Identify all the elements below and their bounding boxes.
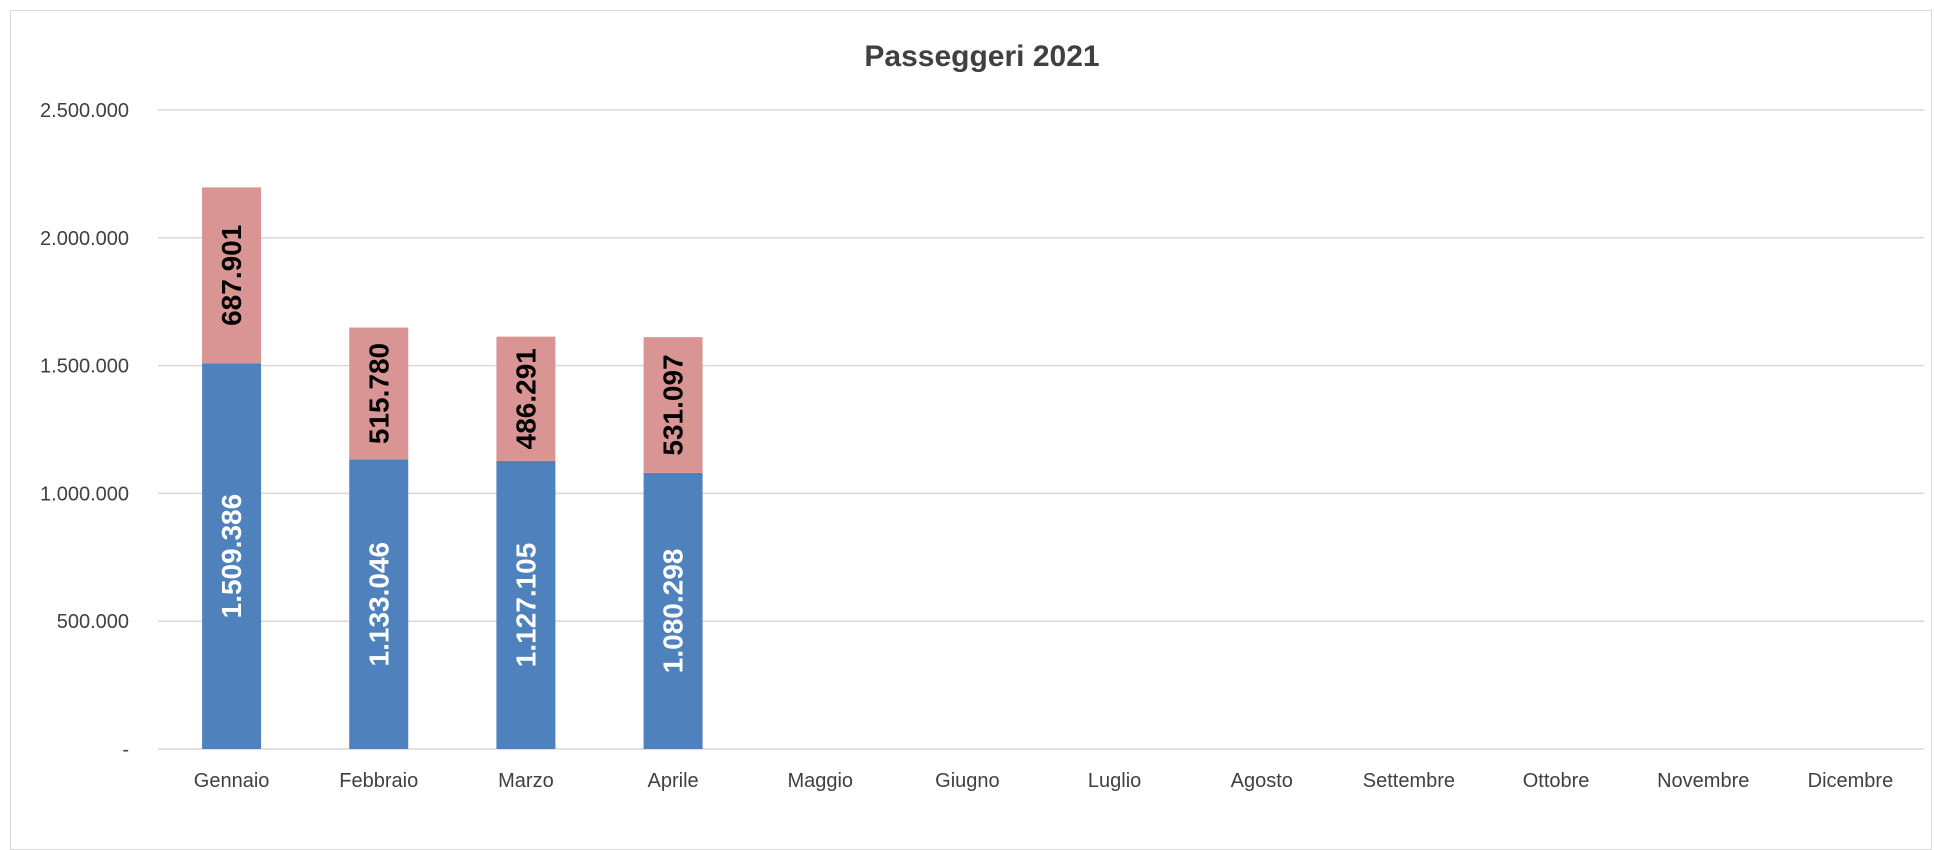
x-tick-label: Aprile [648, 770, 699, 792]
bar-segment [202, 363, 262, 749]
data-label: 486.291 [510, 348, 541, 449]
y-tick-label: - [122, 739, 129, 761]
x-tick-label: Novembre [1657, 770, 1749, 792]
chart-frame [10, 10, 1932, 850]
data-label: 1.509.386 [216, 494, 247, 619]
bar-segment [349, 459, 409, 749]
y-tick-label: 1.000.000 [40, 483, 129, 505]
x-tick-label: Ottobre [1523, 770, 1590, 792]
data-label: 1.080.298 [658, 549, 689, 674]
gridlines [158, 109, 1924, 750]
bar-segment [202, 187, 262, 364]
data-labels: 1.509.386 687.901 1.133.046 515.780 1.127.10… [216, 225, 689, 674]
y-tick-label: 2.000.000 [40, 228, 129, 250]
y-tick-label: 2.500.000 [40, 100, 129, 122]
data-label: 531.097 [658, 354, 689, 455]
data-label: 1.133.046 [363, 542, 394, 667]
x-tick-label: Luglio [1088, 770, 1141, 792]
y-tick-label: 500.000 [57, 611, 129, 633]
bars [202, 187, 703, 749]
bar-segment [349, 327, 409, 460]
x-tick-label: Febbraio [339, 770, 418, 792]
x-tick-label: Maggio [787, 770, 853, 792]
x-tick-label: Settembre [1363, 770, 1455, 792]
x-tick-label: Dicembre [1808, 770, 1894, 792]
x-tick-label: Giugno [935, 770, 1000, 792]
bar-segment [643, 472, 703, 749]
y-tick-label: 1.500.000 [40, 356, 129, 378]
bar-segment [643, 337, 703, 473]
x-tick-label: Gennaio [194, 770, 270, 792]
x-tick-label: Marzo [498, 770, 554, 792]
x-axis-tick-labels: Gennaio Febbraio Marzo Aprile Maggio Giugno Lu… [194, 770, 1893, 792]
bar-segment [496, 336, 556, 461]
chart-title: Passeggeri 2021 [864, 40, 1099, 73]
data-label: 687.901 [216, 225, 247, 326]
y-axis-tick-labels: - 500.000 1.000.000 1.500.000 2.000.000 2.500… [40, 100, 129, 761]
data-label: 515.780 [363, 343, 394, 444]
bar-segment [496, 460, 556, 749]
data-label: 1.127.105 [510, 543, 541, 668]
x-tick-label: Agosto [1231, 770, 1293, 792]
